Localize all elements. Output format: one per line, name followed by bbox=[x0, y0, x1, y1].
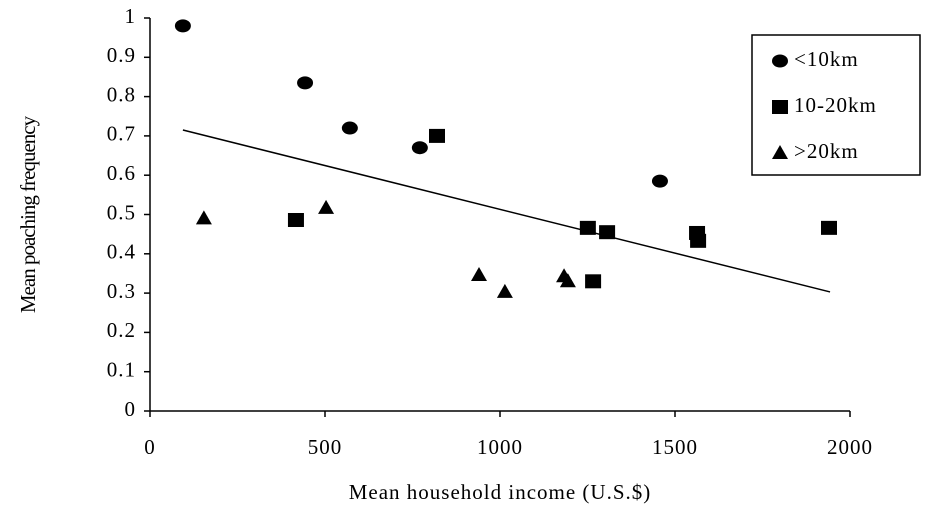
y-tick-label: 0.6 bbox=[107, 161, 136, 185]
point bbox=[651, 174, 668, 188]
x-tick-label: 0 bbox=[144, 435, 156, 459]
point bbox=[195, 210, 212, 225]
point bbox=[579, 220, 596, 235]
x-tick-label: 2000 bbox=[827, 435, 873, 459]
point bbox=[559, 273, 576, 288]
point bbox=[297, 76, 314, 90]
point bbox=[411, 141, 428, 155]
point bbox=[287, 213, 304, 228]
point bbox=[429, 128, 445, 143]
point bbox=[690, 233, 707, 248]
x-tick-label: 500 bbox=[308, 435, 343, 459]
x-tick-label: 1000 bbox=[477, 435, 523, 459]
legend-marker bbox=[772, 100, 788, 114]
point bbox=[821, 220, 837, 235]
legend-marker bbox=[772, 145, 788, 159]
y-tick-label: 0 bbox=[125, 397, 137, 421]
y-tick-label: 0.8 bbox=[107, 82, 136, 106]
point bbox=[318, 199, 335, 214]
y-tick-label: 0.5 bbox=[107, 200, 136, 224]
y-tick-label: 0.1 bbox=[107, 358, 136, 382]
x-tick-label: 1500 bbox=[652, 435, 698, 459]
y-tick-label: 0.7 bbox=[107, 122, 136, 146]
point bbox=[599, 225, 616, 240]
y-tick-label: 0.2 bbox=[107, 318, 136, 342]
point bbox=[174, 19, 191, 33]
y-tick-label: 1 bbox=[125, 4, 137, 28]
y-axis-title: Mean poaching frequency bbox=[16, 115, 40, 313]
point bbox=[471, 267, 487, 282]
trend-line bbox=[182, 129, 831, 293]
y-tick-label: 0.4 bbox=[107, 240, 136, 264]
y-tick-label: 0.3 bbox=[107, 279, 136, 303]
legend-label: >20km bbox=[794, 139, 859, 163]
point bbox=[341, 121, 358, 135]
legend-label: <10km bbox=[794, 47, 859, 71]
legend-marker bbox=[772, 54, 788, 68]
point bbox=[496, 283, 513, 298]
y-tick-label: 0.9 bbox=[107, 43, 136, 67]
x-axis-title: Mean household income (U.S.$) bbox=[349, 480, 652, 504]
legend-label: 10-20km bbox=[794, 93, 877, 117]
point bbox=[585, 274, 602, 289]
